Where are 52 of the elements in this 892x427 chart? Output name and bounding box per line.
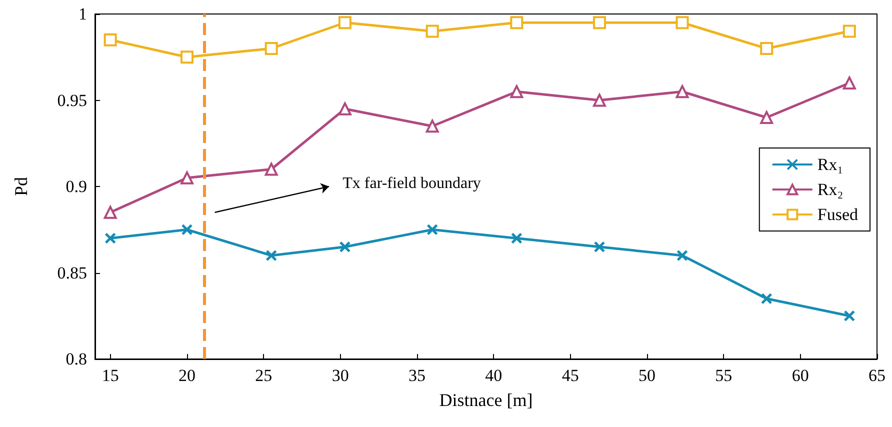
legend-label: Rx₂ (817, 180, 844, 199)
y-tick-label: 1 (78, 4, 87, 24)
point (510, 16, 524, 30)
x-tick-label: 15 (102, 366, 119, 385)
point (426, 120, 439, 133)
point (264, 42, 278, 55)
point (180, 171, 194, 184)
point (104, 232, 116, 244)
y-axis-title: Pd (11, 176, 31, 196)
legend-label: Rx₁ (817, 155, 844, 174)
point (592, 94, 606, 107)
point (338, 102, 352, 116)
x-tick-label: 65 (868, 366, 886, 385)
x-tick-label: 55 (715, 366, 732, 385)
point (760, 42, 774, 55)
point (594, 241, 606, 253)
point (181, 224, 193, 236)
point (844, 310, 856, 322)
point (760, 111, 774, 124)
x-tick-label: 20 (178, 366, 196, 385)
point (104, 206, 117, 219)
point (842, 76, 856, 90)
x-tick-label: 35 (408, 366, 426, 385)
point (104, 33, 117, 46)
x-tick-label: 25 (255, 366, 272, 385)
point (676, 85, 689, 98)
point (510, 85, 524, 98)
x-tick-label: 45 (562, 366, 579, 385)
point (426, 24, 439, 38)
y-tick-label: 0.95 (57, 90, 87, 110)
point (266, 250, 278, 262)
x-axis-title: Distnace [m] (439, 390, 533, 410)
x-tick-label: 30 (332, 366, 349, 385)
legend-label: Fused (817, 205, 858, 224)
point (338, 16, 352, 30)
point (676, 16, 689, 30)
y-tick-label: 0.9 (66, 177, 87, 196)
x-tick-label: 50 (638, 366, 656, 385)
point (264, 162, 278, 176)
point (339, 241, 351, 253)
y-tick-label: 0.8 (66, 350, 87, 368)
point (842, 24, 856, 38)
point (180, 50, 194, 64)
point (510, 232, 522, 244)
x-tick-label: 40 (485, 366, 502, 385)
x-tick-label: 60 (792, 366, 809, 385)
point (426, 224, 438, 236)
annotation: Tx far-field boundary (342, 174, 481, 192)
y-tick-label: 0.85 (57, 263, 87, 282)
point (760, 292, 772, 304)
point (676, 250, 688, 262)
point (592, 16, 606, 30)
